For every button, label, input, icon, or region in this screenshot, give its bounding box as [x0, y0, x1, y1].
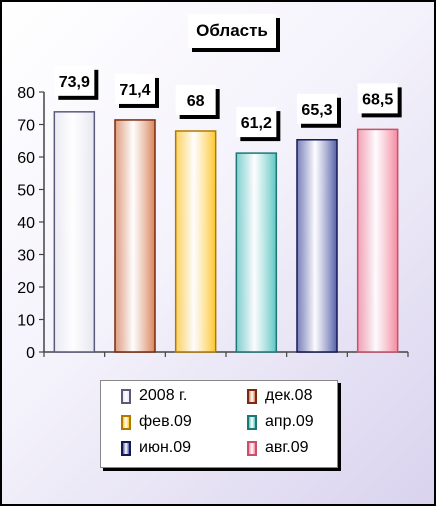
bar — [235, 152, 278, 353]
bar — [174, 130, 217, 353]
legend-item: авг.09 — [247, 439, 309, 457]
legend-label: фев.09 — [139, 413, 192, 430]
y-tick-label: 20 — [17, 280, 35, 297]
bar — [296, 139, 338, 353]
y-tick-label: 40 — [17, 215, 35, 232]
bar — [114, 119, 156, 353]
data-label-box — [175, 85, 216, 115]
data-label: 65,3 — [301, 102, 332, 119]
data-label-box — [54, 65, 95, 96]
legend-item: 2008 г. — [121, 387, 187, 405]
data-label: 73,9 — [59, 74, 90, 91]
y-tick-label: 30 — [17, 248, 35, 265]
data-label-box — [297, 93, 337, 124]
data-labels: 73,9 71,4 68 61,2 65,3 68,5 — [54, 65, 402, 142]
data-label: 68 — [187, 93, 205, 110]
legend-swatch-icon — [247, 440, 257, 456]
legend-label: авг.09 — [265, 439, 309, 456]
legend: 2008 г. дек.08 фев.09 апр.09 июн.09 авг.… — [100, 380, 338, 468]
chart-title: Область — [188, 14, 276, 48]
y-tick-label: 80 — [17, 85, 35, 102]
legend-label: дек.08 — [265, 387, 313, 404]
legend-label: 2008 г. — [139, 387, 188, 404]
legend-swatch-icon — [121, 440, 131, 456]
bar — [53, 111, 96, 353]
y-tick-label: 50 — [17, 183, 35, 200]
data-label: 71,4 — [119, 82, 150, 99]
y-tick-label: 70 — [17, 118, 35, 135]
legend-item: апр.09 — [247, 413, 314, 431]
data-label: 61,2 — [241, 115, 272, 132]
legend-swatch-icon — [247, 414, 257, 430]
legend-swatch-icon — [121, 414, 131, 430]
legend-swatch-icon — [121, 388, 131, 404]
legend-swatch-icon — [247, 388, 257, 404]
legend-item: фев.09 — [121, 413, 192, 431]
y-tick-label: 60 — [17, 150, 35, 167]
legend-label: апр.09 — [265, 413, 314, 430]
data-label-box — [115, 73, 155, 104]
y-tick-label: 10 — [17, 313, 35, 330]
data-label-box — [357, 83, 398, 114]
legend-item: июн.09 — [121, 439, 191, 457]
data-label-box — [236, 107, 277, 138]
bars — [53, 111, 399, 353]
axes: 0 10 20 30 40 50 60 70 80 — [17, 85, 409, 362]
legend-item: дек.08 — [247, 387, 312, 405]
y-tick-label: 0 — [26, 345, 35, 362]
bar — [356, 128, 399, 353]
legend-label: июн.09 — [139, 439, 192, 456]
data-label: 68,5 — [362, 91, 393, 108]
